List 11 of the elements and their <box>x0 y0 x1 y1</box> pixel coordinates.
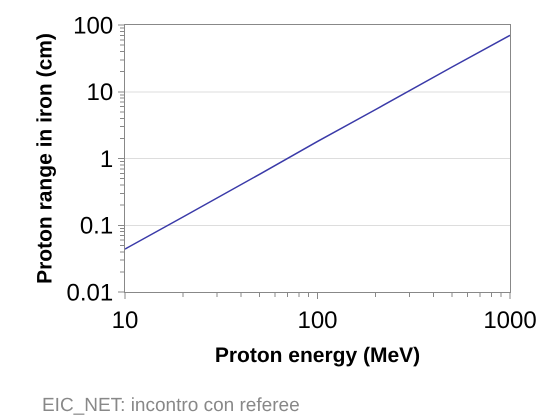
x-tick-label: 1000 <box>483 306 537 334</box>
x-axis-title: Proton energy (MeV) <box>214 344 420 367</box>
y-tick-label: 100 <box>73 12 114 40</box>
y-tick-label: 10 <box>86 79 114 106</box>
y-axis-title: Proton range in iron (cm) <box>34 33 57 284</box>
y-tick-label: 0.01 <box>66 279 114 306</box>
y-tick-label: 0.1 <box>80 212 114 240</box>
y-tick-label: 1 <box>100 146 114 173</box>
text: EIC_NET: incontro con referee <box>42 395 300 416</box>
x-tick-label: 100 <box>297 306 338 334</box>
x-tick-label: 10 <box>112 306 138 334</box>
